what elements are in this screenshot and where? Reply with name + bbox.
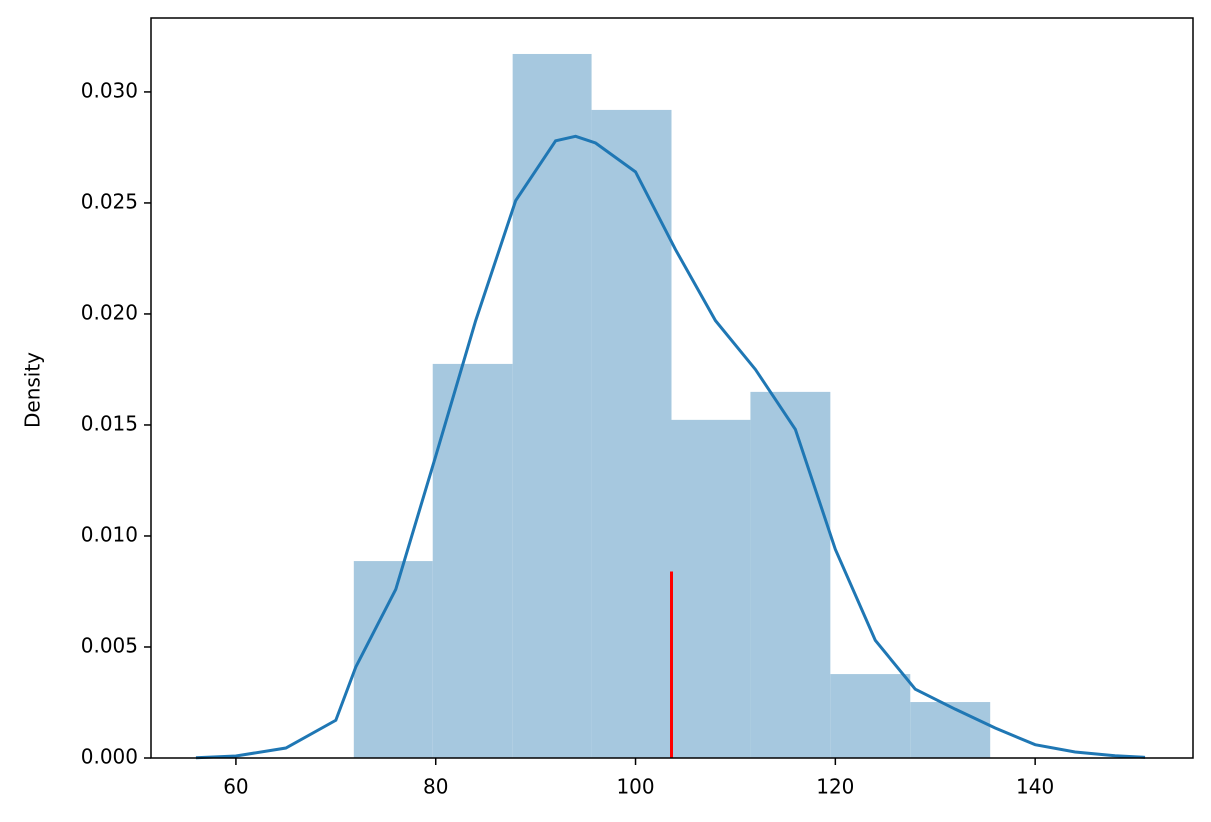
plot-frame (150, 17, 1194, 759)
histogram-bar (750, 391, 831, 758)
histogram-bar (830, 674, 911, 758)
histogram-bar (353, 561, 433, 758)
y-tick-label: 0.005 (81, 633, 138, 657)
histogram-bar (591, 109, 672, 759)
histogram-bar (432, 363, 513, 758)
y-tick-label: 0.025 (81, 189, 138, 213)
x-tick-label: 100 (616, 775, 654, 799)
x-tick-label: 80 (423, 775, 448, 799)
y-tick-label: 0.030 (81, 78, 138, 102)
y-axis-label: Density (21, 352, 45, 428)
x-tick-label: 120 (816, 775, 854, 799)
x-tick-label: 60 (223, 775, 248, 799)
histogram-bar (512, 53, 592, 759)
x-tick-label: 140 (1016, 775, 1054, 799)
histogram-bar (671, 419, 751, 758)
histogram-bar (910, 702, 991, 758)
kde-line (195, 134, 1146, 760)
y-tick-label: 0.020 (81, 300, 138, 324)
y-tick-label: 0.010 (81, 522, 138, 546)
y-tick-label: 0.015 (81, 411, 138, 435)
y-tick-label: 0.000 (81, 745, 138, 769)
